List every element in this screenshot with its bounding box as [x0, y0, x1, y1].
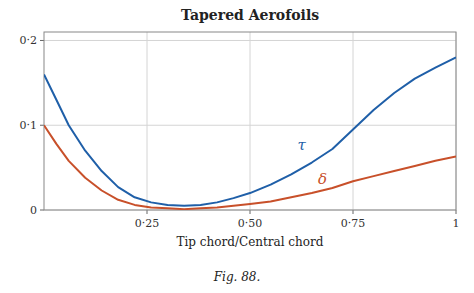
x-tick — [147, 210, 148, 214]
grid — [44, 32, 456, 210]
x-grid-line — [147, 32, 148, 210]
x-grid-line — [353, 32, 354, 210]
x-tick-label: 0·25 — [135, 217, 160, 230]
curve-label: δ — [318, 170, 327, 188]
chart: Tapered Aerofoils 0·25 0·50 0·75 1 0 0·1 0·2 τδ T… — [0, 0, 474, 293]
x-grid-line — [250, 32, 251, 210]
y-tick-label: 0·1 — [20, 119, 38, 132]
x-tick-label: 1 — [453, 217, 460, 230]
plot-frame — [44, 32, 456, 210]
lines — [44, 57, 456, 209]
y-tick — [40, 40, 44, 41]
curve-label: τ — [297, 136, 306, 154]
y-tick — [40, 210, 44, 211]
caption: Fig. 88. — [213, 270, 261, 284]
x-tick — [353, 210, 354, 214]
x-axis-label: Tip chord/Central chord — [177, 235, 324, 249]
y-grid-line — [44, 40, 456, 41]
y-tick-label: 0 — [30, 204, 37, 217]
x-tick-label: 0·75 — [341, 217, 366, 230]
y-grid-line — [44, 125, 456, 126]
x-tick — [456, 210, 457, 214]
series-line — [44, 125, 456, 209]
x-tick-label: 0·50 — [238, 217, 263, 230]
y-tick — [40, 125, 44, 126]
series-line — [44, 57, 456, 205]
x-tick — [250, 210, 251, 214]
title: Tapered Aerofoils — [181, 7, 319, 23]
y-tick-label: 0·2 — [20, 34, 38, 47]
